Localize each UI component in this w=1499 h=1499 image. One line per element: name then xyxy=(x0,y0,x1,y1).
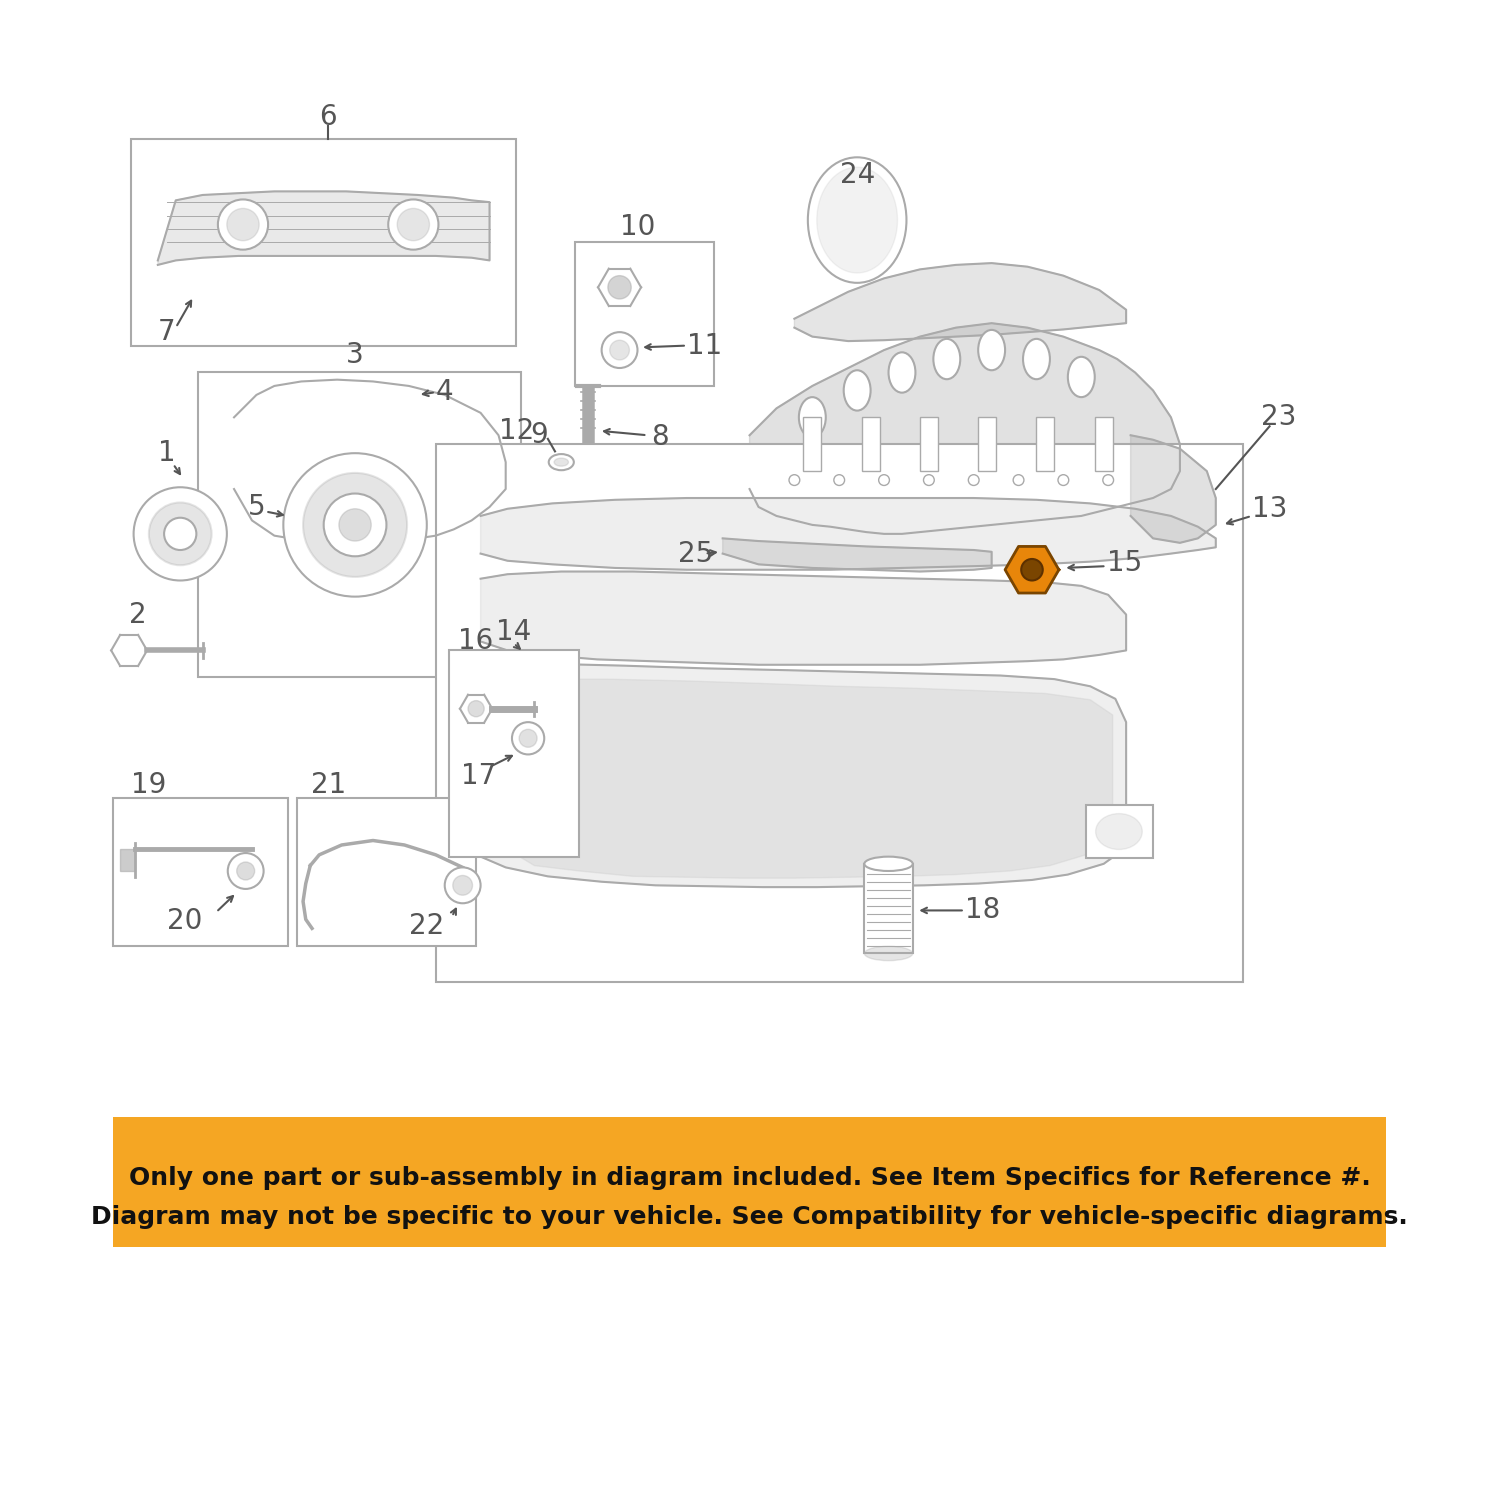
Circle shape xyxy=(217,199,268,250)
Circle shape xyxy=(923,475,934,486)
Bar xyxy=(574,243,714,385)
Circle shape xyxy=(1103,475,1114,486)
Ellipse shape xyxy=(555,459,568,466)
Text: 7: 7 xyxy=(157,318,175,346)
Text: 2: 2 xyxy=(129,601,147,628)
Circle shape xyxy=(1013,475,1024,486)
Text: 4: 4 xyxy=(436,378,454,406)
Polygon shape xyxy=(750,324,1180,534)
Circle shape xyxy=(453,875,472,895)
Ellipse shape xyxy=(865,856,913,871)
Circle shape xyxy=(388,199,438,250)
Circle shape xyxy=(513,723,544,754)
Text: 11: 11 xyxy=(687,331,723,360)
Circle shape xyxy=(226,208,259,241)
Circle shape xyxy=(1021,559,1043,580)
Text: 1: 1 xyxy=(157,439,175,468)
Ellipse shape xyxy=(808,157,907,283)
Ellipse shape xyxy=(865,946,913,961)
Polygon shape xyxy=(481,571,1126,664)
Circle shape xyxy=(163,517,196,550)
Circle shape xyxy=(601,333,637,369)
Bar xyxy=(436,444,1243,982)
Bar xyxy=(920,417,938,471)
Circle shape xyxy=(788,475,800,486)
Circle shape xyxy=(397,208,430,241)
Text: 20: 20 xyxy=(166,907,202,935)
Text: 15: 15 xyxy=(1106,549,1142,577)
Bar xyxy=(979,417,997,471)
Bar xyxy=(1036,417,1054,471)
Text: 22: 22 xyxy=(409,911,444,940)
Text: 6: 6 xyxy=(319,103,337,130)
Circle shape xyxy=(283,453,427,597)
Text: 17: 17 xyxy=(462,761,496,790)
Circle shape xyxy=(1058,475,1069,486)
Text: 3: 3 xyxy=(346,340,364,369)
Bar xyxy=(1094,417,1112,471)
Bar xyxy=(297,799,477,946)
Circle shape xyxy=(968,475,979,486)
Ellipse shape xyxy=(934,339,961,379)
Ellipse shape xyxy=(799,397,826,438)
Bar xyxy=(1085,805,1153,859)
Ellipse shape xyxy=(979,330,1006,370)
Ellipse shape xyxy=(817,168,898,273)
Circle shape xyxy=(609,276,631,298)
Text: 19: 19 xyxy=(132,770,166,799)
Circle shape xyxy=(519,730,537,748)
Circle shape xyxy=(148,502,211,565)
Text: 18: 18 xyxy=(965,896,1000,925)
Text: 21: 21 xyxy=(310,770,346,799)
Circle shape xyxy=(878,475,889,486)
Ellipse shape xyxy=(889,352,916,393)
Text: 23: 23 xyxy=(1261,403,1297,432)
Text: 12: 12 xyxy=(499,417,534,445)
Ellipse shape xyxy=(549,454,574,471)
Bar xyxy=(862,417,880,471)
Text: 13: 13 xyxy=(1252,495,1288,523)
Text: 16: 16 xyxy=(459,628,493,655)
Text: Diagram may not be specific to your vehicle. See Compatibility for vehicle-speci: Diagram may not be specific to your vehi… xyxy=(91,1205,1408,1229)
Ellipse shape xyxy=(1067,357,1094,397)
Bar xyxy=(803,417,821,471)
Ellipse shape xyxy=(844,370,871,411)
Bar xyxy=(198,372,522,678)
Polygon shape xyxy=(723,538,992,571)
Circle shape xyxy=(324,493,387,556)
Text: 8: 8 xyxy=(651,423,669,451)
Text: Only one part or sub-assembly in diagram included. See Item Specifics for Refere: Only one part or sub-assembly in diagram… xyxy=(129,1166,1370,1190)
Circle shape xyxy=(303,472,408,577)
Bar xyxy=(112,799,288,946)
Text: 10: 10 xyxy=(619,213,655,241)
Circle shape xyxy=(237,862,255,880)
Circle shape xyxy=(610,340,630,360)
Text: 24: 24 xyxy=(839,162,875,189)
Bar xyxy=(865,863,913,953)
Text: 5: 5 xyxy=(247,493,265,522)
Circle shape xyxy=(133,487,226,580)
Ellipse shape xyxy=(1022,339,1049,379)
Circle shape xyxy=(445,868,481,904)
Polygon shape xyxy=(481,664,1126,887)
Circle shape xyxy=(468,700,484,717)
Bar xyxy=(112,1117,1387,1247)
Circle shape xyxy=(339,508,372,541)
Polygon shape xyxy=(1130,435,1216,543)
Bar xyxy=(130,139,517,346)
Polygon shape xyxy=(157,192,490,265)
Text: 14: 14 xyxy=(496,619,531,646)
Circle shape xyxy=(833,475,844,486)
Polygon shape xyxy=(1006,547,1058,594)
Polygon shape xyxy=(794,264,1126,342)
Bar xyxy=(450,651,579,856)
Polygon shape xyxy=(508,679,1112,878)
Polygon shape xyxy=(120,850,135,871)
Polygon shape xyxy=(481,498,1216,570)
Ellipse shape xyxy=(1096,814,1142,850)
Text: 9: 9 xyxy=(531,421,547,450)
Circle shape xyxy=(228,853,264,889)
Text: 25: 25 xyxy=(678,540,714,568)
